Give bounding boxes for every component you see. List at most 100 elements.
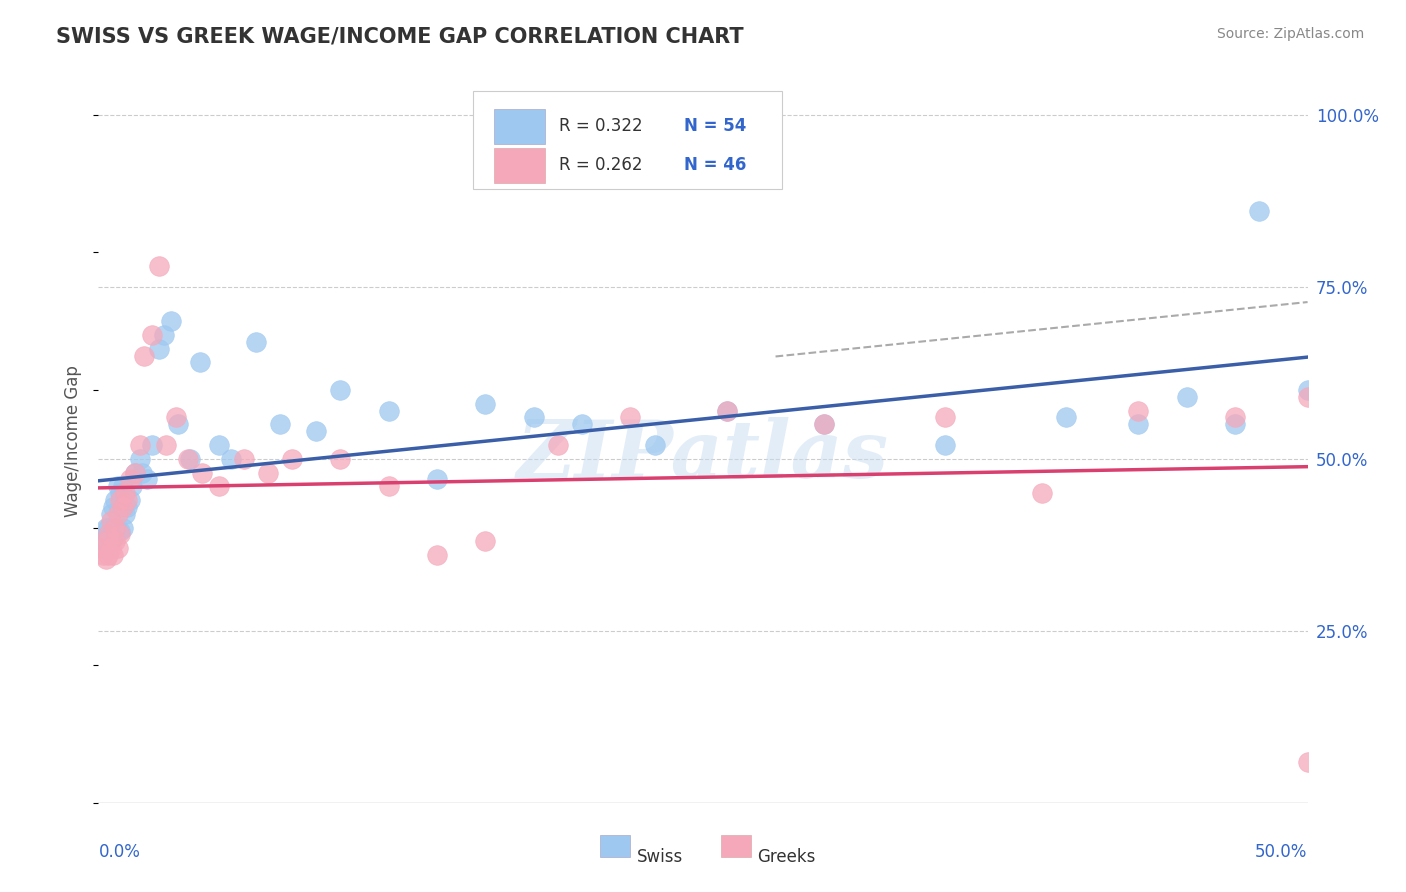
Point: [1296, 383, 1319, 397]
Point: [256, 466, 278, 480]
Point: [108, 486, 131, 500]
Text: Source: ZipAtlas.com: Source: ZipAtlas.com: [1216, 27, 1364, 41]
Point: [128, 451, 150, 466]
Point: [148, 342, 170, 356]
Point: [94, 534, 117, 549]
Point: [107, 507, 129, 521]
Point: [547, 438, 569, 452]
Point: [104, 520, 127, 534]
Point: [571, 417, 593, 432]
Point: [305, 424, 328, 438]
Point: [91, 534, 114, 549]
Point: [97, 548, 120, 562]
Point: [141, 438, 163, 452]
Point: [111, 520, 134, 534]
Point: [94, 551, 117, 566]
Point: [118, 472, 141, 486]
Point: [101, 548, 124, 562]
Point: [124, 466, 146, 480]
Point: [131, 466, 153, 480]
Point: [114, 486, 136, 500]
Point: [100, 514, 122, 528]
Point: [377, 403, 399, 417]
Point: [245, 334, 267, 349]
Point: [426, 548, 449, 562]
Text: ZIPatlas: ZIPatlas: [517, 417, 889, 495]
Point: [100, 541, 122, 556]
Bar: [721, 835, 751, 857]
Text: R = 0.322: R = 0.322: [560, 118, 643, 136]
Bar: [600, 835, 630, 857]
Point: [179, 451, 201, 466]
Point: [104, 520, 127, 534]
Point: [91, 548, 114, 562]
Point: [97, 527, 120, 541]
Point: [108, 527, 131, 541]
Point: [114, 507, 136, 521]
Point: [232, 451, 254, 466]
Point: [1223, 410, 1246, 425]
Point: [208, 438, 231, 452]
Point: [107, 524, 129, 538]
Point: [1296, 755, 1319, 769]
Point: [100, 527, 122, 541]
Point: [97, 520, 120, 534]
Point: [934, 410, 956, 425]
Point: [155, 438, 177, 452]
Point: [104, 493, 127, 508]
Point: [111, 479, 134, 493]
Point: [160, 314, 183, 328]
Point: [329, 383, 352, 397]
Text: 50.0%: 50.0%: [1256, 843, 1308, 861]
Point: [108, 493, 131, 508]
Point: [188, 355, 211, 369]
Point: [167, 417, 190, 432]
Text: Swiss: Swiss: [637, 847, 683, 865]
Point: [118, 493, 141, 508]
Point: [1128, 403, 1150, 417]
Text: SWISS VS GREEK WAGE/INCOME GAP CORRELATION CHART: SWISS VS GREEK WAGE/INCOME GAP CORRELATI…: [56, 27, 744, 46]
Point: [108, 524, 131, 538]
Point: [121, 479, 143, 493]
Point: [128, 438, 150, 452]
Point: [716, 403, 738, 417]
Point: [90, 541, 112, 556]
Point: [117, 493, 139, 508]
Point: [141, 327, 163, 342]
Point: [1296, 390, 1319, 404]
Point: [281, 451, 304, 466]
Point: [101, 531, 124, 545]
Bar: [494, 148, 544, 183]
Bar: [494, 109, 544, 144]
Point: [474, 397, 496, 411]
Y-axis label: Wage/Income Gap: Wage/Income Gap: [65, 366, 83, 517]
Text: Greeks: Greeks: [758, 847, 815, 865]
Point: [111, 500, 134, 514]
Point: [716, 403, 738, 417]
Point: [134, 349, 156, 363]
Point: [117, 500, 139, 514]
Point: [1223, 417, 1246, 432]
Point: [124, 466, 146, 480]
Point: [100, 507, 122, 521]
Point: [934, 438, 956, 452]
Point: [101, 500, 124, 514]
Point: [107, 541, 129, 556]
Point: [191, 466, 214, 480]
Point: [177, 451, 200, 466]
Point: [1249, 204, 1271, 219]
Point: [94, 520, 117, 534]
Point: [377, 479, 399, 493]
Point: [97, 531, 120, 545]
Point: [1175, 390, 1198, 404]
Point: [269, 417, 291, 432]
Point: [148, 259, 170, 273]
Point: [107, 479, 129, 493]
Point: [813, 417, 835, 432]
Text: R = 0.262: R = 0.262: [560, 156, 643, 174]
Point: [474, 534, 496, 549]
Point: [221, 451, 243, 466]
Point: [152, 327, 174, 342]
Point: [90, 531, 112, 545]
FancyBboxPatch shape: [474, 91, 782, 189]
